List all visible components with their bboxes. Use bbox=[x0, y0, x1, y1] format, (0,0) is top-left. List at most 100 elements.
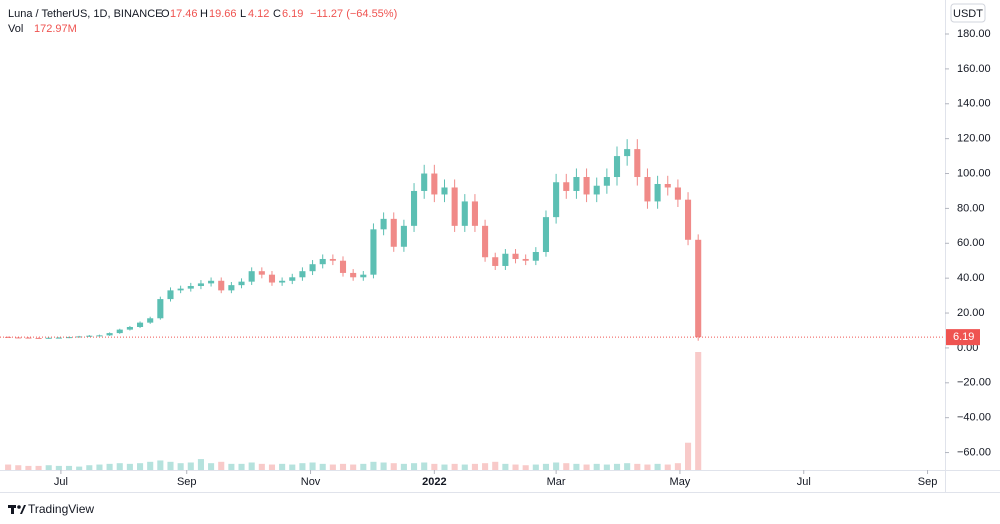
volume-bar bbox=[208, 463, 215, 470]
candle-body bbox=[613, 156, 621, 178]
x-tick-label: Jul bbox=[797, 476, 811, 488]
currency-box[interactable] bbox=[950, 3, 986, 23]
candle-body bbox=[197, 283, 204, 287]
volume-bar bbox=[45, 465, 52, 470]
candle-body bbox=[674, 187, 681, 200]
candle-body bbox=[116, 329, 123, 334]
x-tick-label: Mar bbox=[547, 476, 566, 488]
candle-body bbox=[380, 218, 387, 230]
candle-body bbox=[400, 225, 407, 247]
candle-body bbox=[218, 280, 225, 291]
symbol-title: Luna / TetherUS, 1D, BINANCE bbox=[8, 8, 162, 20]
candle-body bbox=[96, 335, 103, 337]
candle-body bbox=[319, 258, 326, 265]
candle-body bbox=[451, 187, 458, 226]
candle-body bbox=[634, 149, 641, 178]
last-price-label: 6.19 bbox=[953, 331, 974, 343]
ohlc-label: O bbox=[161, 8, 170, 20]
x-tick-label: Jul bbox=[54, 476, 68, 488]
candle-body bbox=[553, 182, 560, 218]
candle-body bbox=[157, 299, 164, 319]
y-tick-label: 60.00 bbox=[957, 237, 985, 249]
y-tick-label: 160.00 bbox=[957, 63, 991, 75]
volume-bar bbox=[25, 465, 32, 470]
volume-bar bbox=[228, 463, 235, 470]
candle-body bbox=[664, 183, 671, 188]
ohlc-label: C bbox=[273, 8, 281, 20]
ohlc-value: 6.19 bbox=[282, 8, 303, 20]
volume-label: Vol bbox=[8, 23, 23, 35]
volume-bar bbox=[360, 463, 367, 470]
volume-bar bbox=[258, 463, 265, 470]
candle-body bbox=[137, 322, 144, 327]
candle-body bbox=[339, 260, 347, 273]
candle-body bbox=[492, 257, 499, 266]
candle-body bbox=[126, 326, 133, 330]
plot bbox=[5, 139, 702, 470]
y-tick-label: 120.00 bbox=[957, 133, 991, 145]
candle-body bbox=[563, 182, 570, 191]
volume-bar bbox=[664, 464, 671, 470]
logo-mark bbox=[17, 505, 21, 509]
candle-body bbox=[411, 190, 418, 226]
volume-bar bbox=[492, 461, 499, 470]
volume-bar bbox=[370, 461, 377, 470]
volume-bar bbox=[319, 463, 326, 470]
brand[interactable]: TradingView bbox=[28, 502, 94, 516]
volume-bar bbox=[461, 464, 468, 470]
volume-value: 172.97M bbox=[34, 23, 77, 35]
volume-bar bbox=[471, 463, 478, 470]
volume-bar bbox=[137, 463, 144, 470]
volume-bar bbox=[329, 464, 336, 470]
volume-bar bbox=[512, 464, 519, 470]
candle-body bbox=[35, 337, 42, 339]
candle-body bbox=[279, 280, 286, 283]
volume-bar bbox=[86, 465, 93, 470]
x-tick-label: 2022 bbox=[422, 476, 446, 488]
currency[interactable]: USDT bbox=[953, 8, 983, 20]
candle-body bbox=[502, 253, 509, 266]
volume-bar bbox=[563, 463, 570, 470]
volume-bar bbox=[76, 466, 83, 470]
volume-bar bbox=[218, 461, 225, 470]
candle-body bbox=[238, 281, 245, 286]
volume-bar bbox=[147, 461, 154, 470]
volume-bar bbox=[654, 463, 661, 470]
volume-bar bbox=[157, 460, 164, 470]
volume-bar bbox=[5, 464, 12, 470]
volume-bar bbox=[441, 464, 448, 470]
volume-bar bbox=[695, 352, 702, 470]
candle-body bbox=[431, 173, 438, 195]
volume-bar bbox=[309, 462, 316, 470]
y-tick-label: 100.00 bbox=[957, 167, 991, 179]
candle-body bbox=[522, 258, 529, 261]
y-tick-label: −20.00 bbox=[957, 377, 991, 389]
volume-bar bbox=[685, 442, 692, 470]
candle-body bbox=[15, 337, 22, 339]
volume-bar bbox=[380, 462, 387, 470]
volume-bar bbox=[268, 464, 276, 470]
candle-body bbox=[532, 252, 539, 261]
volume-bar bbox=[390, 463, 397, 470]
change: −11.27 (−64.55%) bbox=[310, 8, 397, 20]
candle-body bbox=[45, 337, 52, 339]
candle-body bbox=[542, 217, 550, 253]
volume-bar bbox=[542, 463, 550, 470]
logo[interactable]: TradingView bbox=[8, 502, 94, 516]
y-tick-label: 20.00 bbox=[957, 307, 985, 319]
volume-bar bbox=[35, 465, 42, 470]
candle-body bbox=[695, 239, 702, 338]
volume-bar bbox=[593, 463, 600, 470]
volume-bar bbox=[431, 463, 438, 470]
candle-body bbox=[603, 177, 610, 186]
volume-bar bbox=[106, 463, 113, 470]
volume-bar bbox=[603, 464, 610, 470]
ohlc-label: H bbox=[200, 8, 208, 20]
volume-bar bbox=[65, 465, 73, 470]
candle-body bbox=[421, 173, 428, 191]
y-tick-label: 180.00 bbox=[957, 28, 991, 40]
volume-bar bbox=[573, 463, 580, 470]
volume-bar bbox=[400, 463, 407, 470]
volume-bar bbox=[411, 463, 418, 470]
